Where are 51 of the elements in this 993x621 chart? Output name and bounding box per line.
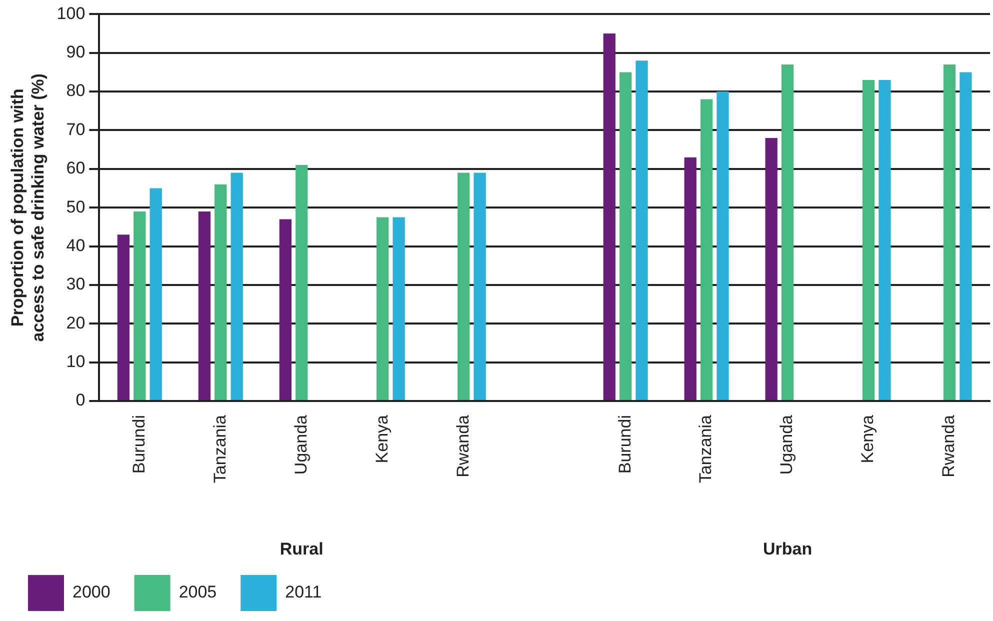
bar — [117, 234, 130, 400]
x-tick-label: Uganda — [777, 414, 796, 475]
bar — [684, 157, 696, 400]
x-tick-label: Burundi — [129, 415, 148, 474]
y-tick-label: 40 — [66, 236, 86, 255]
y-tick-label: 0 — [76, 390, 86, 410]
y-tick-label: 30 — [66, 274, 86, 294]
bar — [230, 172, 243, 400]
y-tick-label: 50 — [66, 197, 86, 216]
bar — [960, 72, 972, 400]
y-tick-label: 60 — [66, 158, 86, 178]
legend-label: 2000 — [72, 582, 110, 602]
bar — [716, 92, 729, 400]
bar — [619, 72, 632, 400]
y-tick-label: 90 — [66, 42, 86, 62]
x-tick-label: Uganda — [291, 414, 310, 475]
bar — [458, 172, 470, 400]
x-tick-label: Tanzania — [696, 414, 716, 484]
y-tick-label: 70 — [66, 120, 86, 139]
text: Urban — [762, 540, 812, 559]
y-axis-title: Proportion of population with access to safe drinking water (%) — [8, 73, 48, 342]
bar — [198, 211, 211, 400]
text: Rural — [280, 540, 324, 559]
bar — [765, 138, 778, 400]
y-tick-label: 20 — [66, 313, 86, 332]
legend-label: 2011 — [285, 582, 322, 602]
y-tick-label: 100 — [56, 4, 86, 23]
bar — [150, 188, 162, 400]
bar — [392, 217, 405, 400]
bar — [700, 99, 713, 400]
x-tick-label: Kenya — [858, 414, 878, 464]
bar — [376, 217, 389, 400]
bar — [134, 211, 146, 400]
bar — [214, 184, 227, 400]
y-tick-label: 80 — [66, 81, 86, 100]
bar — [878, 80, 891, 400]
bar — [474, 172, 486, 400]
bar — [862, 80, 875, 400]
y-tick-label: 10 — [66, 352, 86, 372]
bar — [781, 64, 794, 400]
bar — [603, 34, 616, 400]
bar — [279, 219, 292, 400]
x-tick-label: Rwanda — [453, 414, 472, 478]
bar — [943, 64, 956, 400]
bar — [296, 165, 308, 400]
x-tick-label: Rwanda — [939, 414, 958, 478]
x-tick-label: Burundi — [615, 415, 634, 474]
x-tick-label: Kenya — [372, 414, 392, 464]
x-tick-label: Tanzania — [210, 414, 230, 484]
bar — [636, 60, 648, 400]
legend-label: 2005 — [178, 582, 217, 602]
